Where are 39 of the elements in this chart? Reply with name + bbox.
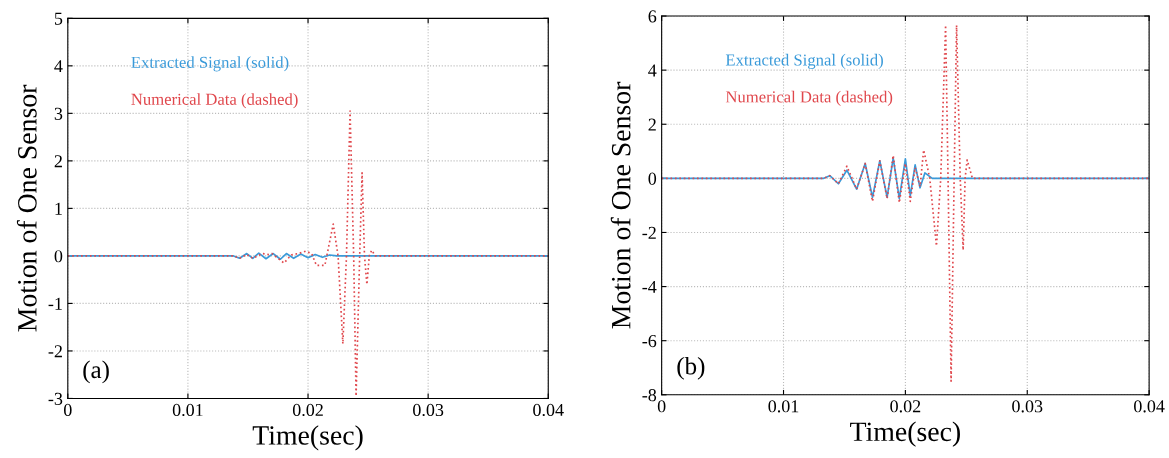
x-tick-label: 0 (657, 400, 666, 413)
y-tick-label: -1 (48, 297, 62, 310)
x-tick-label: 0 (63, 403, 72, 417)
y-tick-label: 0 (648, 172, 657, 185)
y-tick-label: 4 (648, 64, 657, 77)
text: Extracted Signal (solid) (131, 56, 289, 72)
annotation: (a) (83, 360, 109, 384)
line-series (661, 24, 1150, 383)
x-axis-title: Time(sec) (252, 425, 363, 451)
y-tick-label: 1 (55, 202, 62, 215)
x-tick-label: 0.01 (768, 400, 799, 413)
x-tick-label: 0.04 (1134, 400, 1165, 413)
x-tick-label: 0.01 (172, 403, 203, 417)
y-tick-label: 3 (54, 107, 63, 120)
y-tick-label: -2 (642, 226, 656, 239)
y-axis-title: Motion of One Sensor (16, 84, 37, 332)
y-tick-label: -3 (48, 392, 63, 405)
annotation: (b) (677, 356, 705, 380)
y-tick-label: -8 (642, 389, 657, 402)
x-tick-label: 0.02 (890, 400, 921, 413)
y-axis-title: Motion of One Sensor (610, 81, 631, 329)
text: Extracted Signal (solid) (725, 53, 883, 70)
x-tick-label: 0.04 (533, 403, 564, 417)
line-series (67, 252, 549, 261)
y-tick-label: 2 (648, 118, 656, 131)
y-tick-label: 6 (648, 10, 657, 23)
y-tick-label: 4 (54, 60, 63, 73)
x-tick-label: 0.02 (292, 403, 323, 417)
y-tick-label: 5 (54, 12, 63, 25)
y-tick-label: -2 (48, 345, 62, 358)
y-tick-label: -6 (642, 334, 657, 348)
text: Numerical Data (dashed) (725, 90, 893, 106)
x-axis-title: Time(sec) (850, 421, 960, 447)
y-tick-label: 2 (54, 155, 62, 168)
text: Numerical Data (dashed) (131, 93, 298, 109)
x-tick-label: 0.03 (413, 403, 444, 417)
x-tick-label: 0.03 (1012, 400, 1043, 413)
y-tick-label: -4 (642, 280, 657, 293)
y-tick-label: 0 (54, 250, 63, 263)
